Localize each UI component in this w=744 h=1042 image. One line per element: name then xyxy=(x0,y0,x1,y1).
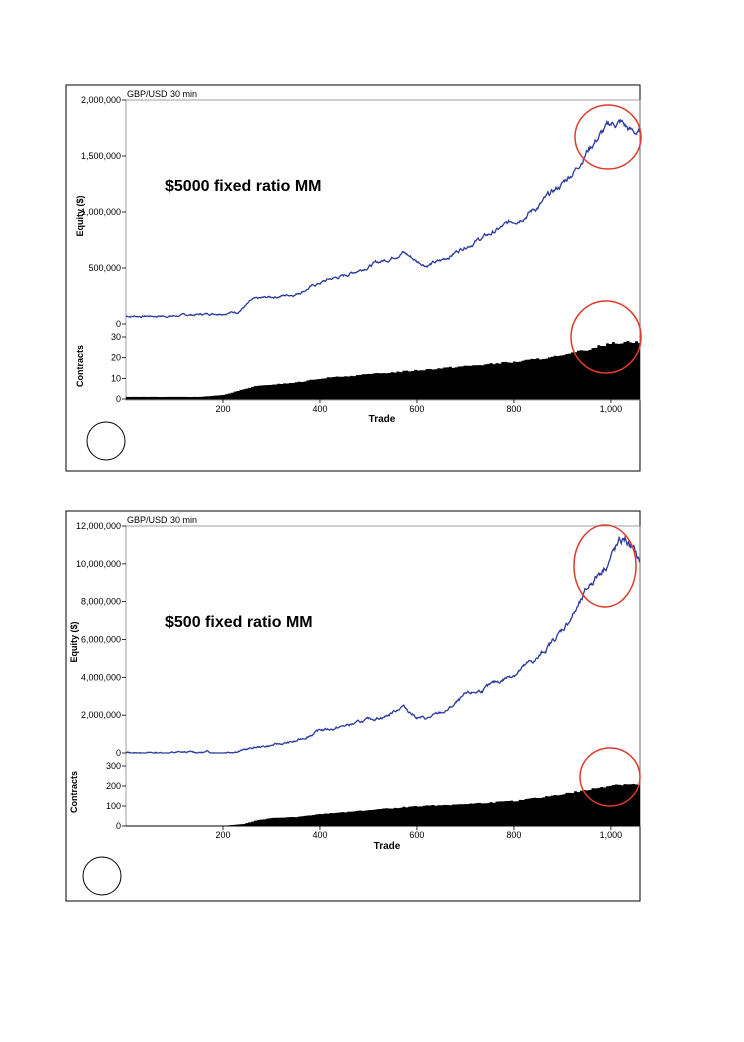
chart-1-xtick-label: 400 xyxy=(312,404,327,414)
chart-2-contracts-ytick-label: 100 xyxy=(106,801,121,811)
chart-1-xtick-label: 1,000 xyxy=(600,404,623,414)
chart-2-xtick-label: 200 xyxy=(215,830,230,840)
chart-1-contracts-ytick-label: 0 xyxy=(116,394,121,404)
chart-1-contracts-ytick-label: 30 xyxy=(111,332,121,342)
chart-1-xtick-label: 800 xyxy=(506,404,521,414)
chart-2-equity-ytick-label: 12,000,000 xyxy=(76,521,121,531)
chart-2-equity-ytick-label: 8,000,000 xyxy=(81,597,121,607)
chart-1-equity-ytick-label: 1,000,000 xyxy=(81,207,121,217)
chart-1-annotation: $5000 fixed ratio MM xyxy=(165,178,322,195)
chart-2-contracts-ytick-label: 200 xyxy=(106,781,121,791)
chart-1-equity-ytick-label: 1,500,000 xyxy=(81,151,121,161)
chart-1-equity-highlight xyxy=(574,104,642,170)
chart-1-plot-area xyxy=(125,99,641,401)
chart-2-contracts-ytick-label: 0 xyxy=(116,821,121,831)
chart-2-xtick-label: 1,000 xyxy=(600,830,623,840)
chart-2-equity-ytick-label: 2,000,000 xyxy=(81,710,121,720)
chart-1-contracts-area xyxy=(126,340,640,399)
chart-2-plot-area xyxy=(125,525,641,827)
chart-1-equity-ylabel: Equity ($) xyxy=(75,195,85,236)
chart-2-equity-highlight xyxy=(573,524,637,608)
chart-1-equity-ytick-label: 500,000 xyxy=(88,263,121,273)
chart-2-title: GBP/USD 30 min xyxy=(127,515,197,525)
chart-1-contracts-ytick-label: 10 xyxy=(111,373,121,383)
chart-1-xtick-label: 600 xyxy=(409,404,424,414)
chart-1-equity-ytick-label: 2,000,000 xyxy=(81,95,121,105)
chart-1-contracts-ylabel: Contracts xyxy=(75,345,85,387)
chart-2-equity-ytick-label: 10,000,000 xyxy=(76,559,121,569)
chart-2-contracts-ylabel: Contracts xyxy=(69,771,79,813)
chart-2-xtick-label: 400 xyxy=(312,830,327,840)
chart-1-xlabel: Trade xyxy=(369,414,396,425)
chart-1-contracts-highlight xyxy=(570,300,642,374)
chart-2-xlabel: Trade xyxy=(374,841,401,852)
chart-2-marker-circle xyxy=(82,856,122,896)
chart-1-title: GBP/USD 30 min xyxy=(127,89,197,99)
chart-2-contracts-area xyxy=(126,783,640,826)
chart-2-contracts-highlight xyxy=(579,747,641,807)
chart-2-equity-ytick-label: 4,000,000 xyxy=(81,672,121,682)
chart-1-equity-ytick-label: 0 xyxy=(116,319,121,329)
chart-2-equity-ytick-label: 6,000,000 xyxy=(81,635,121,645)
chart-2-equity-ytick-label: 0 xyxy=(116,748,121,758)
chart-1-marker-circle xyxy=(86,421,126,461)
chart-2-xtick-label: 800 xyxy=(506,830,521,840)
chart-2-annotation: $500 fixed ratio MM xyxy=(165,614,313,631)
chart-1-xtick-label: 200 xyxy=(215,404,230,414)
chart-1-contracts-ytick-label: 20 xyxy=(111,353,121,363)
chart-2-equity-line xyxy=(125,534,641,754)
chart-2-contracts-ytick-label: 300 xyxy=(106,761,121,771)
chart-2-xtick-label: 600 xyxy=(409,830,424,840)
chart-1-equity-line xyxy=(125,118,641,319)
chart-2-equity-ylabel: Equity ($) xyxy=(69,621,79,662)
chart-2-frame xyxy=(65,510,641,902)
